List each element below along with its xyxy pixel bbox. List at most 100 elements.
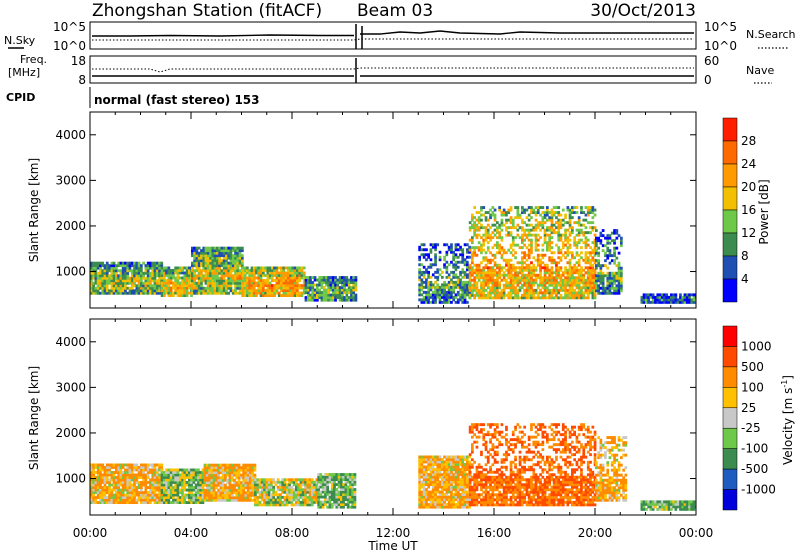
echo-cell-2980: [589, 288, 592, 292]
echo-cell-2753: [566, 281, 570, 285]
echo-cell-1516: [351, 490, 354, 494]
echo-cell-447: [158, 478, 161, 482]
echo-cell-1217: [292, 480, 296, 484]
echo-cell-431: [155, 481, 159, 484]
echo-cell-346: [155, 291, 159, 295]
echo-cell-80: [103, 274, 107, 278]
echo-cell-1007: [252, 284, 256, 287]
echo-cell-1395: [330, 503, 334, 506]
echo-cell-1396: [330, 498, 334, 501]
echo-cell-477: [160, 478, 164, 482]
echo-cell-1199: [288, 478, 291, 482]
echo-cell-937: [237, 483, 241, 487]
echo-cell-1510: [351, 505, 354, 509]
echo-cell-2763: [566, 246, 570, 250]
echo-cell-1978: [486, 273, 490, 277]
echo-cell-269: [140, 279, 143, 283]
echo-cell-458: [176, 294, 180, 297]
echo-cell-880: [228, 488, 232, 492]
echo-cell-2057: [493, 216, 497, 220]
echo-cell-40: [94, 478, 98, 482]
echo-cell-2356: [525, 208, 529, 212]
echo-cell-2939: [584, 261, 588, 265]
echo-cell-2744: [564, 228, 567, 232]
echo-cell-1346: [319, 473, 323, 476]
echo-cell-1209: [290, 478, 294, 482]
echo-cell-1521: [351, 478, 354, 481]
echo-cell-4: [90, 491, 93, 494]
echo-cell-1304: [316, 288, 319, 292]
echo-cell-1908: [480, 276, 483, 280]
echo-cell-395: [163, 294, 166, 297]
echo-cell-908: [233, 488, 236, 492]
echo-cell-1914: [480, 248, 483, 252]
echo-cell-2976: [586, 211, 590, 214]
echo-cell-576: [178, 501, 182, 504]
echo-cell-911: [238, 289, 242, 293]
echo-cell-557: [174, 478, 177, 482]
echo-cell-2740: [564, 238, 567, 242]
echo-cell-1058: [256, 490, 260, 494]
echo-cell-138: [110, 491, 114, 494]
echo-cell-1044: [259, 271, 263, 275]
echo-cell-2398: [530, 251, 533, 255]
echo-cell-441: [172, 286, 175, 290]
echo-cell-235: [124, 463, 127, 467]
echo-cell-731: [213, 246, 217, 250]
echo-cell-106: [108, 264, 111, 268]
echo-cell-44: [94, 463, 98, 467]
echo-cell-345: [153, 261, 157, 265]
echo-cell-501: [183, 266, 187, 270]
echo-cell-1545: [429, 263, 433, 267]
echo-cell-1431: [347, 286, 351, 289]
echo-cell-356: [155, 264, 159, 268]
echo-cell-741: [205, 476, 209, 480]
echo-cell-1190: [288, 500, 291, 504]
echo-cell-3060: [595, 266, 598, 270]
echo-cell-837: [221, 491, 225, 495]
echo-cell-2597: [550, 276, 554, 280]
echo-cell-2847: [575, 286, 579, 290]
echo-cell-2210: [511, 288, 515, 292]
echo-cell-1697: [454, 253, 458, 257]
echo-cell-3101: [601, 289, 605, 293]
echo-cell-1161: [284, 279, 288, 282]
echo-cell-1442: [350, 278, 353, 282]
echo-cell-1193: [291, 286, 295, 290]
echo-cell-122: [108, 493, 111, 497]
echo-cell-554: [193, 286, 196, 290]
echo-cell-748: [208, 496, 211, 500]
echo-cell-107: [110, 291, 114, 295]
echo-cell-12: [90, 261, 93, 265]
echo-cell-1140: [280, 271, 283, 275]
echo-cell-1268: [306, 288, 310, 292]
echo-cell-714: [213, 289, 217, 293]
echo-cell-2668: [557, 266, 561, 270]
echo-cell-2760: [566, 253, 570, 257]
echo-cell-1337: [325, 291, 328, 294]
echo-cell-456: [160, 493, 164, 497]
echo-cell-2718: [561, 246, 565, 250]
echo-cell-1033: [257, 269, 261, 272]
echo-cell-1817: [471, 278, 474, 282]
echo-cell-802: [222, 251, 226, 255]
echo-cell-1569: [434, 275, 437, 279]
echo-cell-1317: [315, 488, 319, 492]
echo-cell-471: [160, 496, 164, 499]
echo-cell-1341: [325, 278, 328, 282]
echo-cell-866: [226, 491, 229, 495]
echo-cell-3231: [640, 300, 644, 304]
echo-cell-87: [101, 468, 105, 472]
echo-cell-998: [246, 471, 250, 475]
echo-cell-461: [176, 286, 180, 290]
echo-cell-479: [178, 266, 182, 270]
echo-cell-1598: [438, 268, 442, 272]
echo-cell-396: [163, 291, 166, 295]
echo-cell-1202: [293, 294, 297, 297]
echo-cell-3278: [667, 295, 671, 299]
echo-cell-60: [99, 261, 102, 265]
echo-cell-2937: [584, 271, 588, 275]
echo-cell-2329: [523, 233, 526, 237]
echo-cell-933: [237, 493, 241, 497]
echo-cell-652: [204, 254, 208, 258]
